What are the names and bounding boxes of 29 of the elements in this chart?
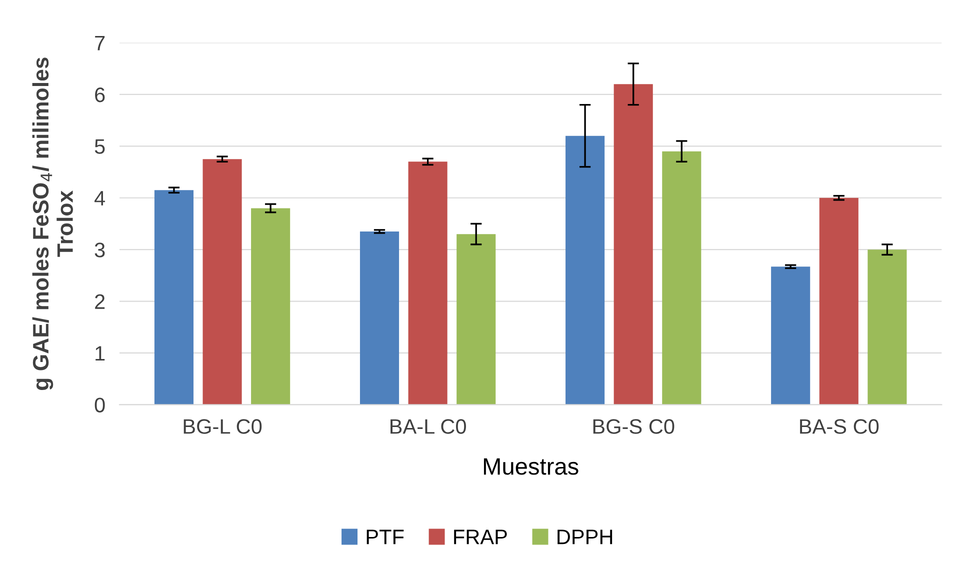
- bar: [251, 208, 290, 405]
- bar: [614, 84, 653, 405]
- bar: [360, 231, 400, 405]
- x-tick-label: BA-L C0: [390, 419, 466, 434]
- x-axis-title: Muestras: [484, 458, 578, 475]
- bar: [868, 250, 907, 405]
- y-tick-label: 1: [96, 346, 105, 361]
- x-tick-label: BA-S C0: [800, 419, 879, 434]
- bar: [771, 266, 810, 405]
- y-tick-label: 6: [95, 87, 105, 102]
- bar: [566, 136, 605, 405]
- bar: [154, 190, 194, 405]
- y-tick-label: 4: [94, 191, 105, 206]
- y-tick-label: 5: [94, 139, 105, 154]
- y-tick-label: 3: [94, 242, 105, 258]
- y-tick-label: 7: [95, 36, 105, 50]
- bar: [662, 151, 702, 405]
- bar: [819, 198, 858, 405]
- y-tick-label: 2: [95, 294, 105, 309]
- y-axis-title: g GAE/ moles FeSO$_{4}$/ milimoles Trolox: [32, 58, 73, 390]
- bar: [456, 234, 496, 405]
- legend-label: FRAP: [454, 530, 507, 544]
- legend-label: PTF: [366, 530, 404, 544]
- x-tick-label: BG-S C0: [593, 419, 674, 434]
- x-tick-label: BG-L C0: [184, 419, 262, 434]
- bar: [408, 162, 448, 405]
- legend-label: DPPH: [558, 530, 612, 544]
- bar: [202, 159, 242, 405]
- y-tick-label: 0: [94, 398, 105, 412]
